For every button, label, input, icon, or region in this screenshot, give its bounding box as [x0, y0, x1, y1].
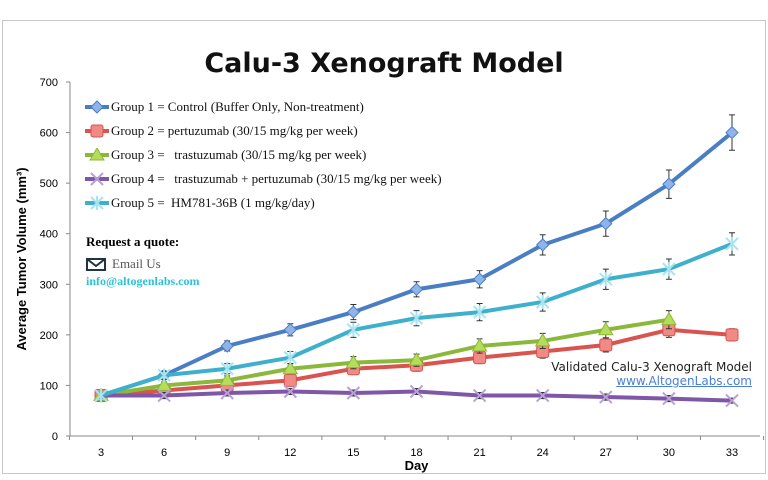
legend-marker [90, 124, 104, 138]
data-point [283, 323, 298, 337]
legend-item-4: Group 4 = trastuzumab + pertuzumab (30/1… [84, 171, 442, 187]
data-point [157, 388, 171, 403]
data-point [725, 236, 739, 251]
legend-marker [89, 148, 105, 161]
legend-item-2: Group 2 = pertuzumab (30/15 mg/kg per we… [84, 123, 358, 139]
data-point [282, 360, 299, 375]
data-point [283, 384, 298, 399]
legend-label: Group 5 = HM781-36B (1 mg/kg/day) [111, 195, 315, 210]
legend-label: Group 2 = pertuzumab (30/15 mg/kg per we… [111, 123, 358, 138]
data-point [220, 386, 234, 400]
x-tick-label: 12 [284, 447, 296, 459]
validated-model-label: Validated Calu-3 Xenograft Model [551, 360, 752, 374]
legend-marker [90, 100, 104, 114]
legend-item-3: Group 3 = trastuzumab (30/15 mg/kg per w… [84, 147, 366, 163]
x-tick-label: 21 [473, 447, 485, 459]
series-line [100, 317, 670, 398]
email-us-label: Email Us [112, 256, 161, 271]
data-point [346, 305, 361, 319]
data-point [472, 388, 487, 403]
y-tick-label: 100 [40, 380, 58, 392]
envelope-icon [86, 257, 106, 271]
data-point [408, 352, 425, 366]
data-point [409, 311, 424, 326]
data-point [662, 262, 676, 277]
data-point [535, 238, 550, 252]
website-link[interactable]: www.AltogenLabs.com [616, 374, 752, 388]
legend-label: Group 3 = trastuzumab (30/15 mg/kg per w… [111, 147, 367, 162]
data-point [662, 391, 676, 406]
legend-item-5: Group 5 = HM781-36B (1 mg/kg/day) [84, 195, 315, 211]
data-point [409, 282, 424, 297]
email-address-link[interactable]: info@altogenlabs.com [86, 274, 200, 288]
x-tick-label: 15 [347, 447, 359, 459]
x-tick-label: 9 [224, 447, 230, 459]
series-5 [94, 232, 739, 403]
data-point [599, 338, 613, 352]
data-point [725, 393, 739, 408]
x-tick-label: 6 [161, 447, 167, 459]
y-axis-label: Average Tumor Volume (mm³) [14, 167, 29, 350]
y-tick-label: 500 [40, 178, 58, 190]
data-point [661, 311, 677, 326]
data-point [219, 372, 236, 386]
data-point [535, 294, 550, 309]
data-point [220, 339, 234, 353]
x-tick-label: 27 [600, 447, 612, 459]
data-point [157, 368, 171, 383]
legend-swatch [85, 196, 109, 210]
legend-label: Group 4 = trastuzumab + pertuzumab (30/1… [111, 171, 442, 186]
legend-swatch [85, 148, 109, 161]
x-tick-label: 18 [410, 447, 422, 459]
legend-marker [90, 172, 104, 186]
data-point [345, 354, 362, 369]
series-4 [94, 384, 739, 408]
data-point [599, 390, 613, 404]
data-point [599, 272, 613, 287]
legend-label: Group 1 = Control (Buffer Only, Non-trea… [111, 99, 364, 114]
request-quote-label: Request a quote: [86, 234, 180, 249]
data-point [472, 305, 487, 320]
x-tick-label: 24 [537, 447, 549, 459]
legend-item-1: Group 1 = Control (Buffer Only, Non-trea… [84, 99, 364, 115]
email-us-link[interactable]: Email Us [86, 256, 161, 272]
x-tick-label: 30 [663, 447, 675, 459]
y-tick-label: 700 [40, 77, 58, 89]
data-point [220, 361, 234, 376]
data-point [346, 322, 361, 337]
data-point [471, 337, 488, 352]
data-point [94, 388, 108, 403]
x-axis-label: Day [405, 458, 430, 473]
y-tick-label: 200 [40, 330, 58, 342]
data-point [725, 125, 739, 140]
data-point [535, 388, 550, 403]
x-tick-label: 3 [98, 447, 104, 459]
data-point [599, 216, 613, 231]
legend-swatch [85, 124, 109, 138]
chart-title: Calu-3 Xenograft Model [204, 48, 564, 79]
legend-swatch [85, 172, 109, 186]
data-point [283, 373, 297, 387]
chart-frame [2, 20, 766, 474]
legend-swatch [85, 100, 109, 114]
data-point [597, 321, 614, 336]
x-tick-label: 33 [726, 447, 738, 459]
data-point [662, 177, 676, 191]
legend-marker [90, 196, 104, 210]
data-point [472, 272, 487, 286]
data-point [725, 328, 739, 342]
data-point [534, 332, 551, 347]
data-point [409, 384, 424, 399]
y-tick-label: 600 [40, 128, 58, 140]
data-point [283, 350, 298, 365]
data-point [156, 377, 172, 391]
y-tick-label: 400 [40, 229, 58, 241]
y-tick-label: 0 [52, 431, 58, 443]
y-tick-label: 300 [40, 279, 58, 291]
data-point [346, 386, 361, 400]
